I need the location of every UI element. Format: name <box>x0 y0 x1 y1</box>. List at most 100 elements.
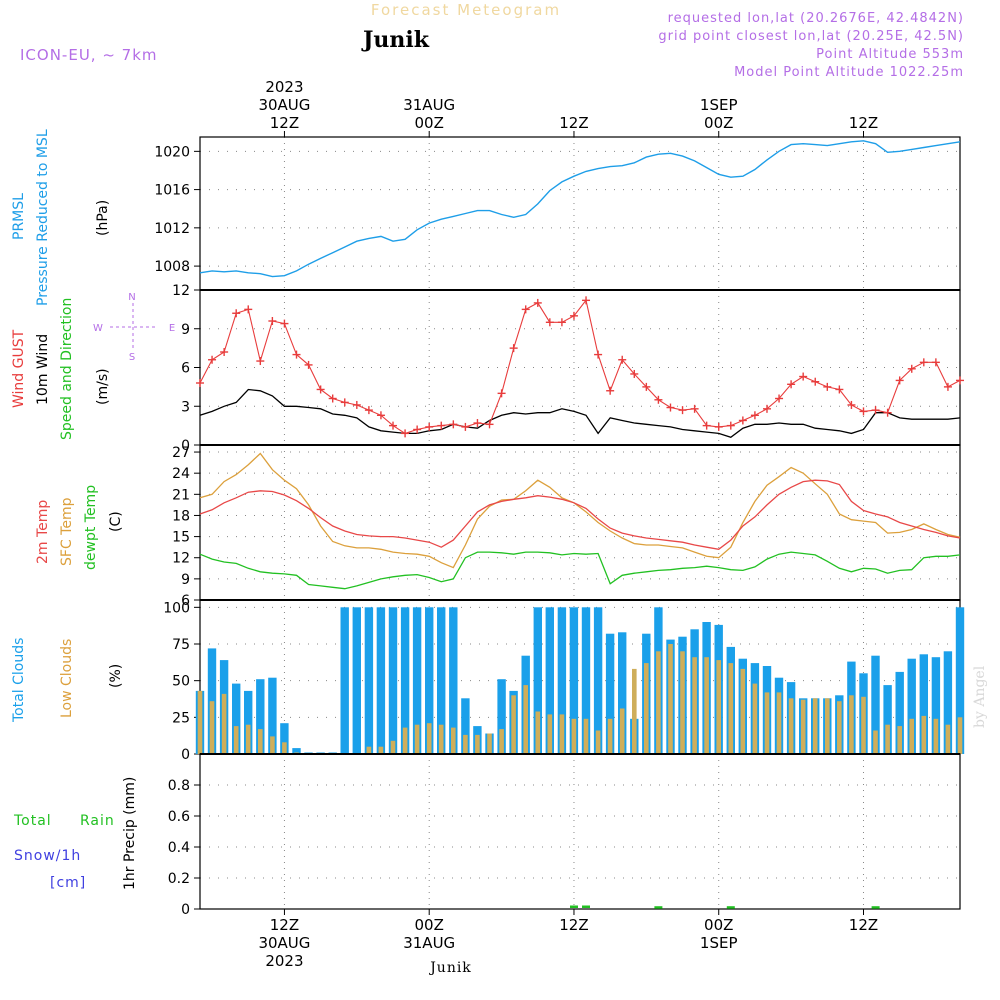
wind-ytick-label: 12 <box>172 283 190 299</box>
low-cloud-bar <box>656 651 661 754</box>
gust-marker <box>304 360 313 369</box>
total-cloud-bar <box>605 633 615 754</box>
wind-unit: (m/s) <box>95 368 111 405</box>
total-cloud-bar <box>581 607 591 754</box>
low-cloud-bar <box>945 724 951 754</box>
gust-marker <box>461 422 470 431</box>
gust-marker <box>389 421 398 430</box>
total-cloud-bar <box>437 607 446 754</box>
low-cloud-bar <box>692 657 697 754</box>
pressure-panel: 1008 1012 1016 1020 <box>154 136 961 291</box>
low-cloud-bar <box>547 714 553 754</box>
wind-ytick-label: 0 <box>181 438 190 454</box>
bottom-tick-label: 00Z <box>415 916 444 934</box>
low-cloud-bar <box>800 699 806 754</box>
gust-marker <box>340 398 349 407</box>
temperature-ytick-label: 6 <box>181 593 190 609</box>
temperature-panel: 6 9 12 15 18 21 24 27 <box>172 444 961 609</box>
temperature-ytick-label: 21 <box>172 487 190 503</box>
t2m-label: 2m Temp <box>35 500 51 564</box>
clouds-ytick-label: 100 <box>163 600 190 616</box>
clouds-frame <box>199 599 961 755</box>
gust-marker <box>220 348 229 356</box>
low-cloud-bar <box>680 651 685 754</box>
low-cloud-bar <box>583 718 589 754</box>
compass-n: N <box>128 292 135 303</box>
precipitation-ytick-label: 0.8 <box>168 778 190 794</box>
snow-label: Snow/1h <box>14 848 81 864</box>
total-cloud-bar <box>400 607 410 754</box>
pressure-frame <box>199 136 961 291</box>
total-cloud-bar <box>364 607 374 754</box>
clouds-ytick-label: 0 <box>181 747 190 763</box>
total-cloud-bar <box>955 607 965 754</box>
gust-marker <box>256 357 265 366</box>
low-cloud-bar <box>414 724 420 754</box>
total-cloud-bar <box>388 607 398 754</box>
precip-labels: Total Rain Snow/1h [cm] 1hr Precip (mm) <box>13 777 138 891</box>
pressure-labels: PRMSL Pressure Reduced to MSL (hPa) <box>11 129 111 306</box>
rain-label-1: Total <box>13 813 52 829</box>
wind-dir-label: Speed and Direction <box>59 298 75 440</box>
wind10m-label: 10m Wind <box>35 334 51 405</box>
rain-bar <box>654 906 663 909</box>
low-cloud-bar <box>644 663 649 754</box>
gust-marker <box>244 305 253 314</box>
gust-marker <box>811 377 820 386</box>
wind-ytick-label: 6 <box>181 361 190 377</box>
gust-marker <box>895 376 904 385</box>
total-cloud-bar <box>232 683 241 754</box>
low-cloud-bar <box>837 701 842 754</box>
low-cloud-bar <box>607 718 613 754</box>
snow-unit: [cm] <box>50 875 86 891</box>
precipitation-frame <box>199 753 961 910</box>
gust-marker <box>726 421 735 430</box>
total-cloud-bar <box>340 607 349 754</box>
gust-marker <box>606 386 615 395</box>
total-cloud-bar <box>425 607 434 754</box>
total-cloud-bar <box>895 671 904 754</box>
low-cloud-bar <box>764 692 770 754</box>
rain-bar <box>582 905 590 908</box>
pressure-label-2: Pressure Reduced to MSL <box>35 129 51 306</box>
total-cloud-bar <box>461 698 470 754</box>
low-cloud-bar <box>463 734 468 754</box>
low-cloud-bar <box>511 695 516 754</box>
gust-marker <box>473 419 482 428</box>
total-cloud-bar <box>871 655 880 754</box>
low-cloud-bar <box>921 715 927 754</box>
compass-s: S <box>129 352 135 363</box>
low-cloud-bar <box>282 742 287 754</box>
gridpoint-coords: grid point closest lon,lat (20.25E, 42.5… <box>658 29 964 44</box>
gust-marker <box>533 298 542 307</box>
temp-unit: (C) <box>108 511 124 532</box>
low-cloud-bar <box>668 644 673 754</box>
total-cloud-bar <box>618 632 627 754</box>
precipitation-ytick-label: 0.4 <box>168 840 190 856</box>
gust-marker <box>630 369 639 378</box>
low-cloud-bar <box>487 733 492 754</box>
low-cloud-bar <box>704 657 709 754</box>
total-cloud-bar <box>412 607 422 754</box>
total-cloud-bar <box>919 654 928 754</box>
top-tick-label: 2023 <box>265 78 303 96</box>
bottom-tick-label: 12Z <box>849 916 878 934</box>
low-cloud-bar <box>270 736 275 754</box>
t2m-line <box>199 479 961 550</box>
plot-area: 1008101210161020036912691215182124270255… <box>154 78 965 970</box>
gust-marker <box>594 350 603 359</box>
gust-marker <box>871 406 880 415</box>
low-cloud-bar <box>595 730 601 754</box>
low-cloud-bar <box>221 693 227 754</box>
temperature-ytick-label: 27 <box>172 445 190 461</box>
gust-marker <box>364 406 373 415</box>
gust-marker <box>956 376 964 385</box>
temperature-ytick-label: 9 <box>181 572 190 588</box>
clouds-ytick-label: 75 <box>172 637 190 653</box>
top-tick-label: 30AUG <box>258 96 310 114</box>
total-cloud-bar <box>256 679 265 754</box>
gust-marker <box>413 425 422 434</box>
compass-w: W <box>93 323 103 334</box>
